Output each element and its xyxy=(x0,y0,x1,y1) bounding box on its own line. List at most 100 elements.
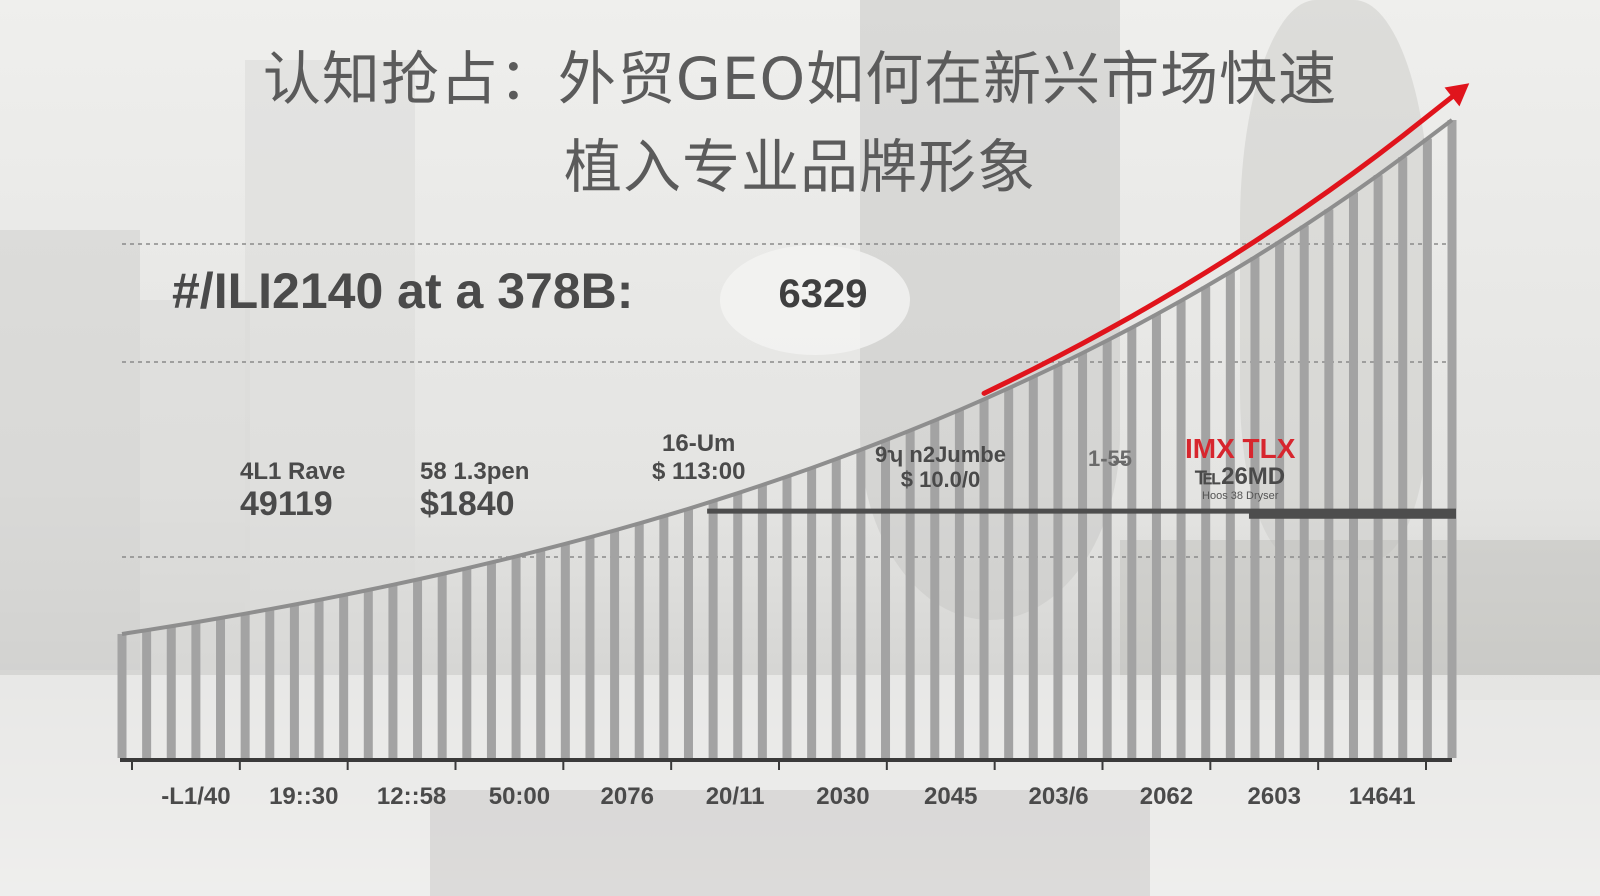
bar xyxy=(1250,257,1260,758)
x-tick-label: 2045 xyxy=(924,783,977,810)
x-tick-label: 203/6 xyxy=(1029,783,1089,810)
annotation-2-label: 58 1.3pen xyxy=(420,458,530,485)
annotation-5-label: 1-5̶5 xyxy=(1088,446,1133,471)
annotation-3-label: 16-Um xyxy=(662,430,736,457)
annotation-1: 4L1 Rave 49119 xyxy=(240,458,345,522)
annotation-6-value: ℡26MD xyxy=(1195,463,1286,490)
bar xyxy=(462,568,472,758)
bar xyxy=(1447,120,1457,758)
bar xyxy=(1324,209,1334,759)
bar xyxy=(1028,376,1038,758)
page-title-line-1: 认知抢占：外贸GEO如何在新兴市场快速 xyxy=(262,45,1338,113)
bar xyxy=(1275,241,1285,758)
annotation-6-label: IMX TLX xyxy=(1185,433,1296,464)
bar xyxy=(413,579,423,758)
bar xyxy=(1004,388,1014,758)
bar xyxy=(807,467,817,758)
bar xyxy=(216,618,226,758)
x-tick-label: 50:00 xyxy=(489,783,550,810)
bar xyxy=(585,537,595,758)
bar xyxy=(1053,365,1063,758)
bar xyxy=(1127,327,1137,758)
bar xyxy=(1299,225,1309,758)
bar xyxy=(1398,157,1408,759)
bar xyxy=(388,584,398,758)
bar xyxy=(683,508,693,758)
bar xyxy=(437,574,447,758)
bar xyxy=(634,523,644,758)
bar xyxy=(1201,286,1211,758)
bar xyxy=(1176,300,1186,758)
annotation-4-label: 9ʮ n2Jumbe xyxy=(875,442,1006,467)
bar xyxy=(979,399,989,758)
headline-text: #/ILI2140 at a 378B: xyxy=(172,263,634,319)
x-tick-label: 2076 xyxy=(601,783,654,810)
bar-top-curve xyxy=(121,118,1454,636)
bar xyxy=(708,501,718,758)
bar xyxy=(856,449,866,758)
annotation-1-value: 49119 xyxy=(240,485,333,523)
annotation-2-value: $1840 xyxy=(420,485,515,523)
bar xyxy=(1102,340,1112,758)
page-title-line-2: 植入专业品牌形象 xyxy=(563,133,1036,201)
x-axis: -L1/40 19::30 12::58 50:00 2076 20/11 2030 2045… xyxy=(120,758,1452,810)
x-tick-label: 14641 xyxy=(1349,783,1416,810)
bar xyxy=(1078,352,1088,758)
x-tick-label: 2603 xyxy=(1248,783,1301,810)
bar xyxy=(363,590,373,758)
bar xyxy=(831,459,841,758)
bar xyxy=(659,516,669,758)
bar xyxy=(733,493,743,758)
bar xyxy=(1151,314,1161,758)
bar xyxy=(339,595,349,758)
chart-reference-lines xyxy=(707,508,1456,519)
bar xyxy=(1348,192,1358,759)
background-object xyxy=(430,790,1150,896)
bar xyxy=(1422,138,1432,759)
annotation-1-label: 4L1 Rave xyxy=(240,458,346,485)
x-tick-label: 19::30 xyxy=(269,783,338,810)
annotation-5: 1-5̶5 xyxy=(1088,446,1132,472)
bar xyxy=(511,556,521,758)
bar xyxy=(191,622,201,758)
bar xyxy=(930,420,940,758)
bar xyxy=(560,543,570,758)
background-desk xyxy=(1120,540,1600,700)
bar xyxy=(265,609,275,758)
headline-value: 6329 xyxy=(778,272,868,316)
x-tick-label: 2062 xyxy=(1140,783,1193,810)
x-tick-label: -L1/40 xyxy=(161,783,230,810)
trend-arrow-head xyxy=(1444,83,1470,107)
bar xyxy=(610,530,620,758)
trend-arrow xyxy=(981,83,1470,396)
bar xyxy=(782,476,792,758)
bar xyxy=(881,440,891,758)
bar xyxy=(142,630,152,758)
bar xyxy=(117,633,127,758)
bar xyxy=(1225,272,1235,758)
trend-arrow-line xyxy=(981,94,1455,396)
annotation-3: 16-Um $ 113:00 xyxy=(652,430,745,486)
x-tick-label: 20/11 xyxy=(706,783,765,810)
chart-bars xyxy=(117,118,1457,759)
bar xyxy=(1373,175,1383,759)
annotation-2: 58 1.3pen $1840 xyxy=(420,458,529,522)
bar xyxy=(314,599,324,758)
annotation-6: IMX TLX ℡26MD Hoos 38 Dryser xyxy=(1185,433,1296,503)
bar xyxy=(289,604,299,758)
x-tick-label: 12::58 xyxy=(377,783,446,810)
bar xyxy=(905,430,915,758)
bar xyxy=(536,550,546,758)
bar xyxy=(240,613,250,758)
bar xyxy=(486,562,496,758)
annotation-6-subtext: Hoos 38 Dryser xyxy=(1202,490,1279,502)
annotation-4-value: $ 10.0/0 xyxy=(900,467,981,492)
annotation-3-value: $ 113:00 xyxy=(652,458,746,485)
background-lamp xyxy=(720,245,910,355)
bar xyxy=(757,484,767,758)
x-tick-label: 2030 xyxy=(816,783,869,810)
background-shelf xyxy=(0,230,140,670)
bar xyxy=(166,626,176,758)
annotation-4: 9ʮ n2Jumbe $ 10.0/0 xyxy=(875,442,1006,492)
